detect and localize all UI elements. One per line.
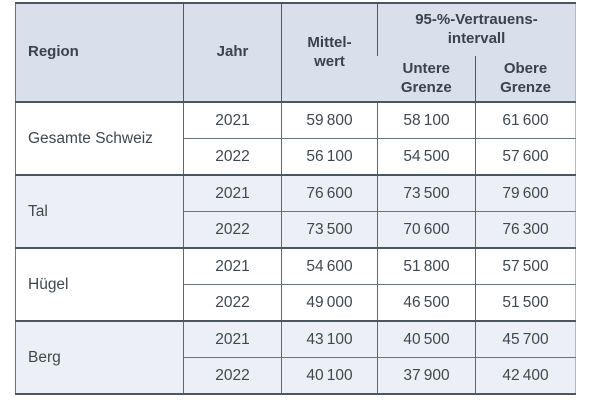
ci-lower-cell: 51 800 <box>377 248 476 285</box>
region-group-berg: Berg 2021 43 100 40 500 45 700 2022 40 1… <box>15 321 576 394</box>
table-row: 2022 56 100 54 500 57 600 <box>16 138 576 175</box>
year-cell: 2022 <box>183 357 282 394</box>
ci-upper-cell: 76 300 <box>475 211 576 248</box>
column-header-untere-grenze: Untere Grenze <box>377 56 476 102</box>
region-cell: Tal <box>15 175 184 248</box>
ci-lower-cell: 40 500 <box>377 321 476 358</box>
ci-upper-cell: 61 600 <box>475 102 576 139</box>
mean-value-cell: 56 100 <box>281 138 378 175</box>
ci-lower-cell: 70 600 <box>377 211 476 248</box>
mean-value-cell: 76 600 <box>281 175 378 212</box>
ci-upper-cell: 51 500 <box>475 284 576 321</box>
year-cell: 2021 <box>183 248 282 285</box>
ci-upper-cell: 79 600 <box>475 175 576 212</box>
column-header-jahr: Jahr <box>183 3 282 102</box>
region-cell: Berg <box>15 321 184 394</box>
year-cell: 2021 <box>183 102 282 139</box>
ci-upper-cell: 42 400 <box>475 357 576 394</box>
table-row: 2022 73 500 70 600 76 300 <box>16 211 576 248</box>
ci-lower-cell: 73 500 <box>377 175 476 212</box>
ci-lower-cell: 46 500 <box>377 284 476 321</box>
table-row: 2022 49 000 46 500 51 500 <box>16 284 576 321</box>
column-header-obere-grenze: Obere Grenze <box>475 56 576 102</box>
confidence-interval-table: Region Jahr Mittel- wert 95-%-Vertrauens… <box>15 2 576 395</box>
mean-value-cell: 54 600 <box>281 248 378 285</box>
ci-upper-cell: 45 700 <box>475 321 576 358</box>
year-cell: 2021 <box>183 321 282 358</box>
year-cell: 2022 <box>183 284 282 321</box>
mean-value-cell: 43 100 <box>281 321 378 358</box>
ci-lower-cell: 54 500 <box>377 138 476 175</box>
region-group-gesamte-schweiz: Gesamte Schweiz 2021 59 800 58 100 61 60… <box>15 102 576 175</box>
mean-value-cell: 73 500 <box>281 211 378 248</box>
mean-value-cell: 40 100 <box>281 357 378 394</box>
region-cell: Hügel <box>28 275 69 293</box>
table-row: Hügel 2021 54 600 51 800 57 500 <box>16 248 576 293</box>
table-row: Tal 2021 76 600 73 500 79 600 <box>15 175 576 248</box>
table-row: Berg 2021 43 100 40 500 45 700 <box>15 321 576 394</box>
region-cell: Gesamte Schweiz <box>28 129 153 147</box>
year-cell: 2021 <box>183 175 282 212</box>
table-row: Gesamte Schweiz 2021 59 800 58 100 61 60… <box>16 102 576 147</box>
ci-lower-cell: 58 100 <box>377 102 476 139</box>
table-header: Region Jahr Mittel- wert 95-%-Vertrauens… <box>15 3 576 102</box>
column-group-header-vertrauensintervall: 95-%-Vertrauens- intervall <box>377 3 576 56</box>
column-header-region: Region <box>15 3 184 102</box>
ci-upper-cell: 57 500 <box>475 248 576 285</box>
ci-upper-cell: 57 600 <box>475 138 576 175</box>
ci-lower-cell: 37 900 <box>377 357 476 394</box>
column-header-mittelwert: Mittel- wert <box>281 3 378 102</box>
year-cell: 2022 <box>183 138 282 175</box>
year-cell: 2022 <box>183 211 282 248</box>
region-group-tal: Tal 2021 76 600 73 500 79 600 2022 73 50… <box>15 175 576 248</box>
mean-value-cell: 49 000 <box>281 284 378 321</box>
table-row: 2022 40 100 37 900 42 400 <box>16 357 576 394</box>
region-group-huegel: Hügel 2021 54 600 51 800 57 500 2022 49 … <box>15 248 576 321</box>
mean-value-cell: 59 800 <box>281 102 378 139</box>
